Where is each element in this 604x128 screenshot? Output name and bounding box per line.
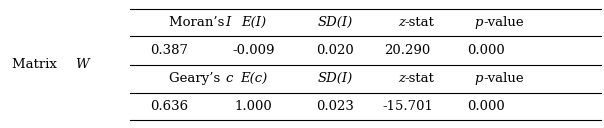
Text: 1.000: 1.000 [235, 100, 272, 113]
Text: SD(I): SD(I) [318, 72, 353, 85]
Text: 20.290: 20.290 [385, 44, 431, 57]
Text: I: I [225, 16, 231, 29]
Text: Geary’s: Geary’s [169, 72, 225, 85]
Text: -value: -value [483, 16, 524, 29]
Text: E(c): E(c) [240, 72, 268, 85]
Text: -value: -value [483, 72, 524, 85]
Text: c: c [225, 72, 233, 85]
Text: Moran’s: Moran’s [169, 16, 229, 29]
Text: 0.023: 0.023 [316, 100, 354, 113]
Text: 0.000: 0.000 [467, 44, 505, 57]
Text: Matrix: Matrix [12, 57, 61, 71]
Text: -stat: -stat [405, 16, 434, 29]
Text: -stat: -stat [405, 72, 434, 85]
Text: -15.701: -15.701 [382, 100, 433, 113]
Text: 0.020: 0.020 [316, 44, 354, 57]
Text: -0.009: -0.009 [233, 44, 275, 57]
Text: W: W [76, 57, 89, 71]
Text: E(I): E(I) [241, 16, 266, 29]
Text: p: p [475, 72, 483, 85]
Text: z: z [397, 72, 405, 85]
Text: p: p [475, 16, 483, 29]
Text: z: z [397, 16, 405, 29]
Text: 0.000: 0.000 [467, 100, 505, 113]
Text: 0.387: 0.387 [150, 44, 188, 57]
Text: 0.636: 0.636 [150, 100, 188, 113]
Text: SD(I): SD(I) [318, 16, 353, 29]
